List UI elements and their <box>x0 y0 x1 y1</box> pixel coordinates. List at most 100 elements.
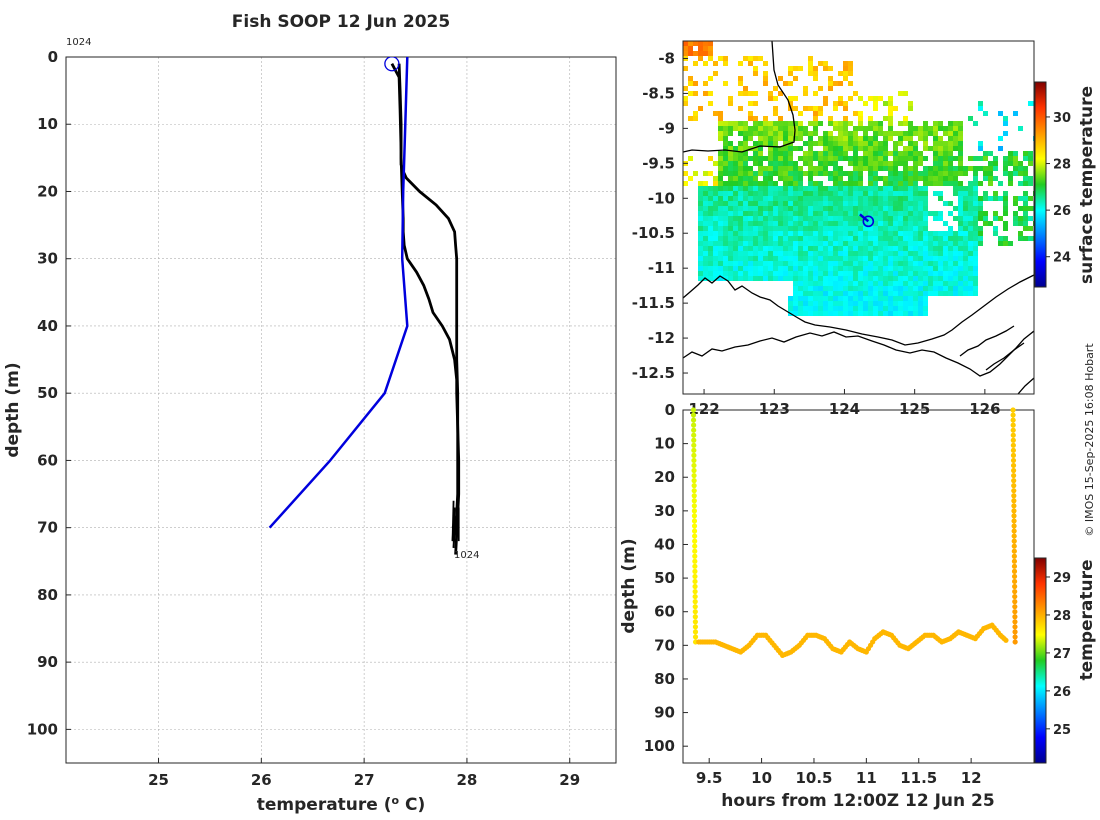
sst-cell <box>858 256 863 261</box>
sst-cell <box>808 226 813 231</box>
sst-cell <box>853 191 858 196</box>
sst-cell <box>958 201 963 206</box>
sst-cell <box>828 81 833 86</box>
sst-cell <box>848 191 853 196</box>
sst-cell <box>873 306 878 311</box>
sst-cell <box>943 236 948 241</box>
sst-cell <box>833 281 838 286</box>
sst-cell <box>773 96 778 101</box>
sst-cell <box>963 246 968 251</box>
sst-cell <box>858 221 863 226</box>
sst-cell <box>973 216 978 221</box>
sst-cell <box>898 266 903 271</box>
sst-cell <box>728 151 733 156</box>
sst-cell <box>938 181 943 186</box>
sst-cell <box>923 286 928 291</box>
sst-cell <box>1008 161 1013 166</box>
sst-cell <box>868 231 873 236</box>
sst-cell <box>928 166 933 171</box>
sst-cell <box>753 176 758 181</box>
sst-cell <box>853 281 858 286</box>
sst-cell <box>738 76 743 81</box>
sst-cell <box>793 191 798 196</box>
sst-cell <box>913 191 918 196</box>
sst-cell <box>858 231 863 236</box>
sst-cell <box>903 161 908 166</box>
sst-cell <box>918 261 923 266</box>
sst-cell <box>778 226 783 231</box>
sst-cell <box>943 151 948 156</box>
section-cast-point <box>692 538 698 544</box>
sst-cell <box>938 191 943 196</box>
sst-cell <box>878 196 883 201</box>
sst-cell <box>858 126 863 131</box>
sst-cell <box>938 241 943 246</box>
sst-cell <box>923 171 928 176</box>
sst-cell <box>708 156 713 161</box>
sst-cell <box>908 306 913 311</box>
sst-cell <box>823 151 828 156</box>
sst-cell <box>803 246 808 251</box>
sst-cell <box>958 261 963 266</box>
sst-cell <box>708 231 713 236</box>
sst-cell <box>748 131 753 136</box>
sst-cell <box>1023 181 1028 186</box>
sst-cell <box>703 91 708 96</box>
sst-cell <box>898 306 903 311</box>
sst-cell <box>773 136 778 141</box>
sst-cell <box>973 286 978 291</box>
sst-cell <box>808 131 813 136</box>
temperature-colorbar <box>1035 558 1046 763</box>
sst-cell <box>753 126 758 131</box>
sst-cell <box>733 271 738 276</box>
sst-cell <box>873 106 878 111</box>
sst-cell <box>798 146 803 151</box>
sst-cell <box>763 211 768 216</box>
sst-cell <box>818 161 823 166</box>
sst-cell <box>943 181 948 186</box>
sst-cell <box>683 66 688 71</box>
sst-cell <box>853 231 858 236</box>
sst-cell <box>918 161 923 166</box>
sst-cell <box>953 281 958 286</box>
sst-cell <box>818 86 823 91</box>
surface-colorbar-tick-label: 28 <box>1053 158 1071 173</box>
sst-cell <box>703 226 708 231</box>
sst-cell <box>868 266 873 271</box>
section-cast-point <box>691 447 697 453</box>
sst-cell <box>1008 181 1013 186</box>
sst-cell <box>768 261 773 266</box>
sst-cell <box>683 96 688 101</box>
sst-cell <box>888 171 893 176</box>
sst-cell <box>703 51 708 56</box>
sst-cell <box>868 126 873 131</box>
sst-cell <box>788 221 793 226</box>
sst-cell <box>788 146 793 151</box>
sst-cell <box>1028 206 1033 211</box>
section-cast-point <box>1011 533 1017 539</box>
sst-cell <box>888 311 893 316</box>
sst-cell <box>968 166 973 171</box>
sst-cell <box>703 181 708 186</box>
sst-cell <box>858 171 863 176</box>
sst-cell <box>728 276 733 281</box>
sst-cell <box>913 266 918 271</box>
sst-cell <box>898 161 903 166</box>
sst-cell <box>873 131 878 136</box>
sst-cell <box>823 251 828 256</box>
sst-cell <box>948 126 953 131</box>
sst-cell <box>703 46 708 51</box>
sst-cell <box>708 76 713 81</box>
sst-cell <box>928 241 933 246</box>
sst-cell <box>893 211 898 216</box>
sst-cell <box>878 126 883 131</box>
sst-cell <box>743 201 748 206</box>
sst-cell <box>778 221 783 226</box>
sst-cell <box>708 271 713 276</box>
sst-cell <box>883 151 888 156</box>
sst-cell <box>738 191 743 196</box>
sst-cell <box>898 151 903 156</box>
sst-cell <box>788 171 793 176</box>
sst-cell <box>793 261 798 266</box>
